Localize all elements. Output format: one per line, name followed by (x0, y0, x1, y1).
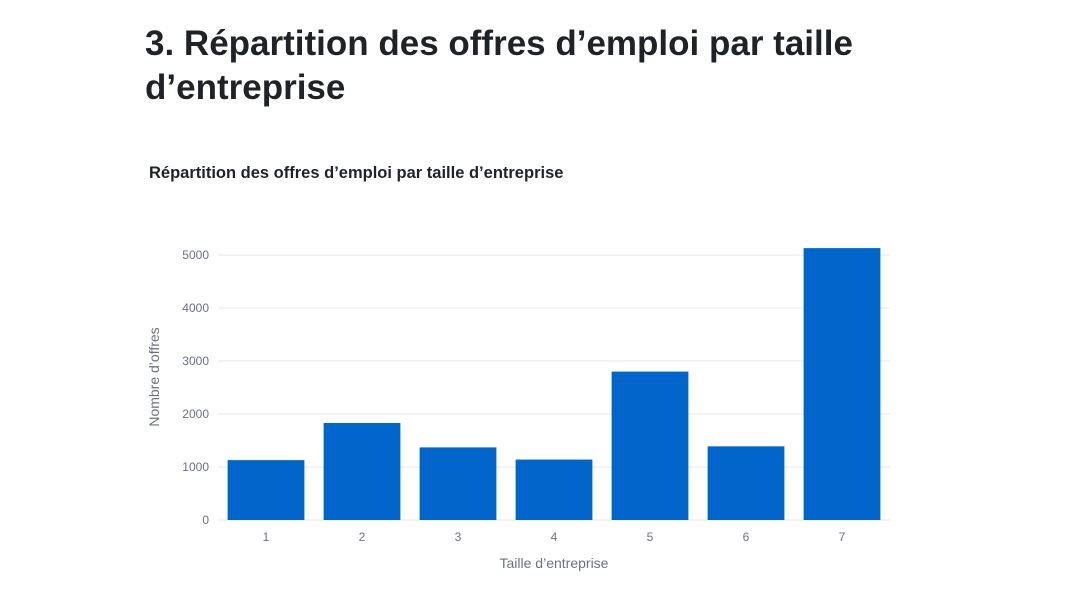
chart-title: Répartition des offres d’emploi par tail… (149, 164, 564, 182)
x-tick-label: 1 (263, 530, 270, 544)
bar-4[interactable] (515, 459, 593, 520)
y-axis-label: Nombre d’offres (146, 327, 162, 426)
bars (227, 248, 881, 521)
bar-7[interactable] (803, 248, 881, 521)
bar-6[interactable] (707, 446, 785, 520)
x-tick-label: 7 (839, 530, 846, 544)
y-tick-label: 1000 (182, 460, 209, 474)
y-tick-label: 0 (202, 513, 209, 527)
x-tick-label: 4 (551, 530, 558, 544)
bar-2[interactable] (323, 423, 401, 520)
y-tick-label: 4000 (182, 301, 209, 315)
y-tick-label: 5000 (182, 248, 209, 262)
x-tick-label: 6 (743, 530, 750, 544)
x-tick-label: 5 (647, 530, 654, 544)
bar-3[interactable] (419, 447, 497, 520)
x-tick-label: 2 (359, 530, 366, 544)
x-axis-label: Taille d’entreprise (500, 555, 609, 571)
tick-labels: 0 1000 2000 3000 4000 5000 1 2 3 4 5 6 7 (182, 248, 845, 544)
bar-1[interactable] (227, 460, 305, 520)
y-tick-label: 2000 (182, 407, 209, 421)
bar-5[interactable] (611, 371, 689, 520)
x-tick-label: 3 (455, 530, 462, 544)
page-title: 3. Répartition des offres d’emploi par t… (145, 24, 853, 107)
y-tick-label: 3000 (182, 354, 209, 368)
